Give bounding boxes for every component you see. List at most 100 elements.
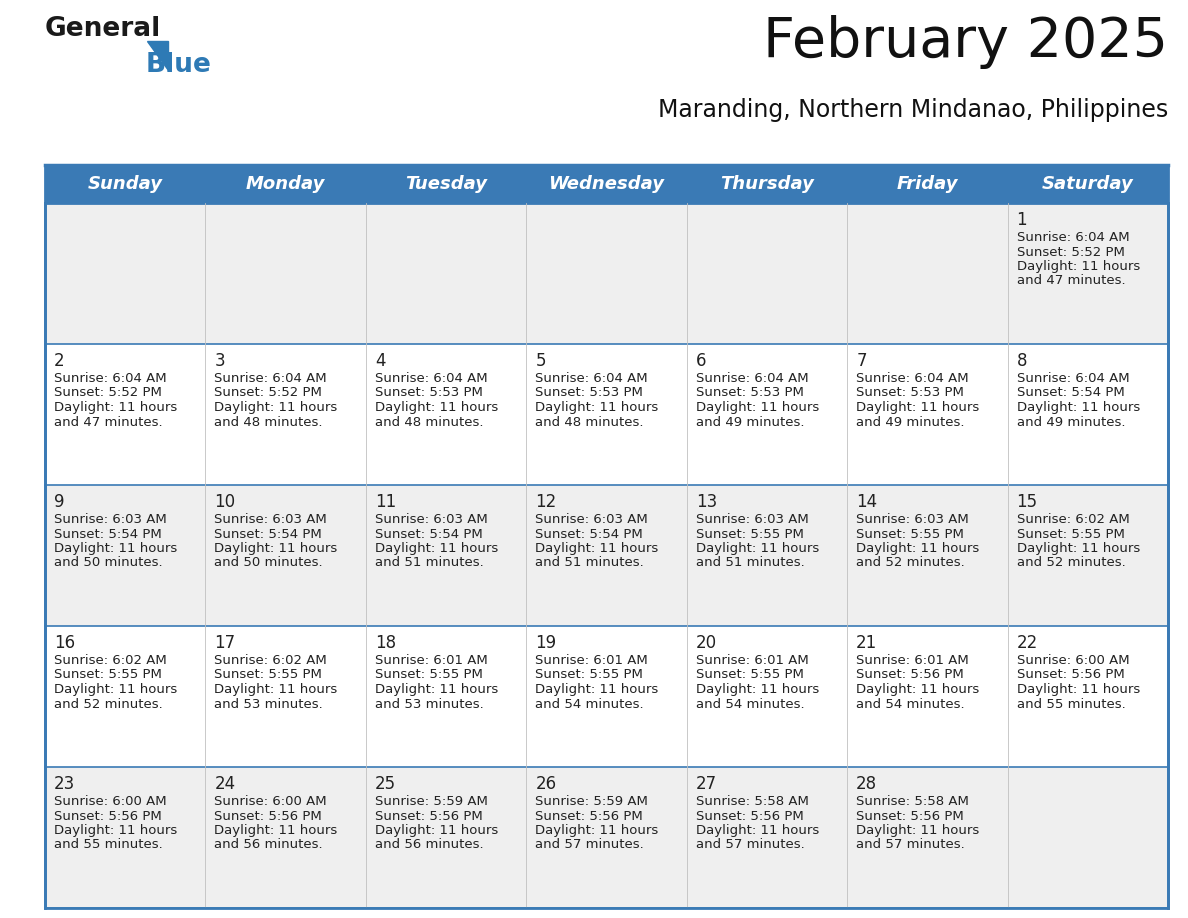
Text: Sunset: 5:54 PM: Sunset: 5:54 PM [214,528,322,541]
Text: Sunset: 5:53 PM: Sunset: 5:53 PM [536,386,643,399]
Text: 22: 22 [1017,634,1038,652]
Text: and 47 minutes.: and 47 minutes. [53,416,163,429]
Text: 28: 28 [857,775,877,793]
Text: Sunday: Sunday [88,175,163,193]
Text: Sunset: 5:53 PM: Sunset: 5:53 PM [857,386,963,399]
Text: Sunrise: 6:00 AM: Sunrise: 6:00 AM [214,795,327,808]
Text: and 49 minutes.: and 49 minutes. [857,416,965,429]
Text: 25: 25 [375,775,396,793]
Text: and 49 minutes.: and 49 minutes. [1017,416,1125,429]
Bar [366,485,526,626]
Text: Sunrise: 6:00 AM: Sunrise: 6:00 AM [53,795,166,808]
Text: Saturday: Saturday [1042,175,1133,193]
Text: and 55 minutes.: and 55 minutes. [53,838,163,852]
Bar [687,485,847,626]
Bar [366,626,526,767]
Text: Sunrise: 6:03 AM: Sunrise: 6:03 AM [696,513,809,526]
Text: and 50 minutes.: and 50 minutes. [53,556,163,569]
Bar [687,344,847,485]
Bar [45,203,206,344]
Text: Sunrise: 6:04 AM: Sunrise: 6:04 AM [1017,372,1130,385]
Text: Sunset: 5:53 PM: Sunset: 5:53 PM [375,386,482,399]
Text: Sunset: 5:52 PM: Sunset: 5:52 PM [53,386,162,399]
Bar [45,485,206,626]
Text: Daylight: 11 hours: Daylight: 11 hours [375,683,498,696]
Text: and 57 minutes.: and 57 minutes. [857,838,965,852]
Text: and 50 minutes.: and 50 minutes. [214,556,323,569]
Text: Sunset: 5:55 PM: Sunset: 5:55 PM [53,668,162,681]
Text: Daylight: 11 hours: Daylight: 11 hours [536,401,658,414]
Text: Sunrise: 6:03 AM: Sunrise: 6:03 AM [536,513,647,526]
Text: Sunset: 5:52 PM: Sunset: 5:52 PM [1017,245,1125,259]
Polygon shape [147,41,168,70]
Text: 13: 13 [696,493,718,511]
Bar [45,626,206,767]
Text: Daylight: 11 hours: Daylight: 11 hours [375,542,498,555]
Text: and 56 minutes.: and 56 minutes. [214,838,323,852]
Text: Sunrise: 6:04 AM: Sunrise: 6:04 AM [1017,231,1130,244]
Text: Sunrise: 6:03 AM: Sunrise: 6:03 AM [857,513,969,526]
Text: Daylight: 11 hours: Daylight: 11 hours [1017,683,1139,696]
Text: and 47 minutes.: and 47 minutes. [1017,274,1125,287]
Text: Friday: Friday [897,175,958,193]
Text: 16: 16 [53,634,75,652]
Text: Sunset: 5:55 PM: Sunset: 5:55 PM [536,668,643,681]
Text: and 52 minutes.: and 52 minutes. [857,556,965,569]
Bar [847,203,1007,344]
Text: Daylight: 11 hours: Daylight: 11 hours [53,824,177,837]
Text: Sunrise: 6:04 AM: Sunrise: 6:04 AM [696,372,808,385]
Text: 26: 26 [536,775,556,793]
Text: Sunset: 5:56 PM: Sunset: 5:56 PM [375,810,482,823]
Text: Sunset: 5:54 PM: Sunset: 5:54 PM [375,528,482,541]
Text: Sunrise: 6:01 AM: Sunrise: 6:01 AM [696,654,809,667]
Text: Daylight: 11 hours: Daylight: 11 hours [1017,542,1139,555]
Text: and 54 minutes.: and 54 minutes. [536,698,644,711]
Text: 11: 11 [375,493,396,511]
Text: Sunrise: 6:00 AM: Sunrise: 6:00 AM [1017,654,1130,667]
Text: Blue: Blue [146,52,211,78]
Text: Sunrise: 5:58 AM: Sunrise: 5:58 AM [857,795,969,808]
Text: Sunrise: 6:01 AM: Sunrise: 6:01 AM [375,654,487,667]
Text: Sunset: 5:56 PM: Sunset: 5:56 PM [53,810,162,823]
Text: Daylight: 11 hours: Daylight: 11 hours [214,401,337,414]
Text: Daylight: 11 hours: Daylight: 11 hours [53,683,177,696]
Text: 27: 27 [696,775,716,793]
Bar [206,767,366,908]
Text: Daylight: 11 hours: Daylight: 11 hours [857,683,979,696]
Text: Sunset: 5:53 PM: Sunset: 5:53 PM [696,386,803,399]
Bar [45,165,1168,203]
Text: and 51 minutes.: and 51 minutes. [375,556,484,569]
Bar [526,626,687,767]
Text: 5: 5 [536,352,545,370]
Bar [45,165,1168,908]
Bar [206,626,366,767]
Text: 17: 17 [214,634,235,652]
Text: 23: 23 [53,775,75,793]
Text: Sunrise: 6:04 AM: Sunrise: 6:04 AM [536,372,647,385]
Bar [366,203,526,344]
Text: Daylight: 11 hours: Daylight: 11 hours [536,683,658,696]
Text: Daylight: 11 hours: Daylight: 11 hours [214,542,337,555]
Text: Sunrise: 6:04 AM: Sunrise: 6:04 AM [375,372,487,385]
Text: and 56 minutes.: and 56 minutes. [375,838,484,852]
Bar [847,344,1007,485]
Bar [526,344,687,485]
Text: Daylight: 11 hours: Daylight: 11 hours [214,824,337,837]
Text: and 48 minutes.: and 48 minutes. [536,416,644,429]
Text: Sunset: 5:56 PM: Sunset: 5:56 PM [696,810,803,823]
Text: 14: 14 [857,493,877,511]
Bar [526,203,687,344]
Text: Sunrise: 5:59 AM: Sunrise: 5:59 AM [536,795,649,808]
Text: Sunrise: 6:01 AM: Sunrise: 6:01 AM [857,654,969,667]
Text: Daylight: 11 hours: Daylight: 11 hours [1017,401,1139,414]
Bar [206,485,366,626]
Text: General: General [45,16,162,42]
Text: Sunset: 5:56 PM: Sunset: 5:56 PM [214,810,322,823]
Text: and 48 minutes.: and 48 minutes. [375,416,484,429]
Text: and 57 minutes.: and 57 minutes. [696,838,804,852]
Text: 19: 19 [536,634,556,652]
Text: Daylight: 11 hours: Daylight: 11 hours [696,824,819,837]
Text: 1: 1 [1017,211,1028,229]
Text: Sunset: 5:56 PM: Sunset: 5:56 PM [857,668,963,681]
Text: and 52 minutes.: and 52 minutes. [1017,556,1125,569]
